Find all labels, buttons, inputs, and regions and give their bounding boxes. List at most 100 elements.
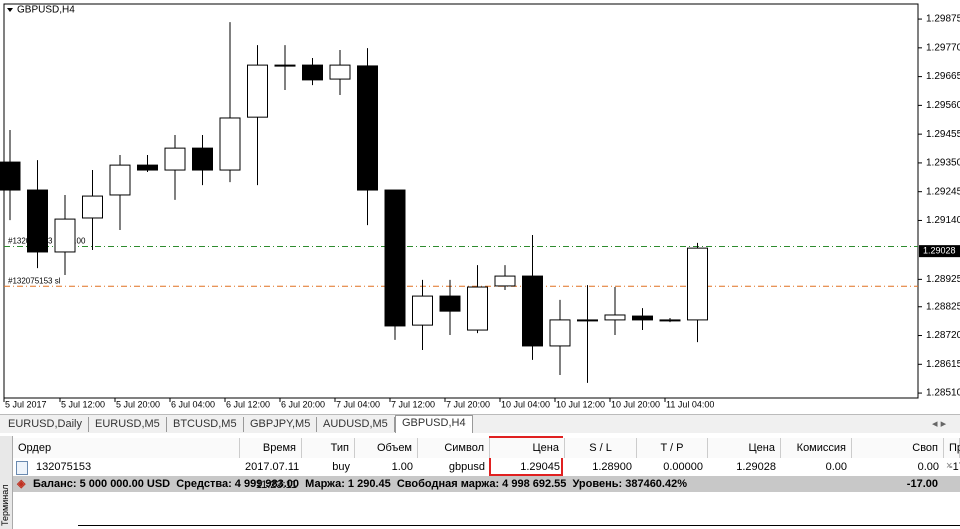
scroll-arrows[interactable]: ◂ ▸ (932, 418, 947, 430)
column-header[interactable]: Комиссия (781, 438, 852, 458)
tab-bar: ◂ ▸ EURUSD,Daily EURUSD,M5 BTCUSD,M5 GBPJPY… (0, 414, 960, 433)
tab[interactable]: GBPJPY,M5 (244, 417, 318, 432)
side-panel: Терминал (0, 436, 13, 529)
column-header[interactable]: Тип (302, 438, 355, 458)
table-cell: 132075153 (36, 461, 92, 473)
x-tick-label: 5 Jul 12:00 (61, 399, 105, 409)
plot-frame (3, 3, 919, 399)
table-cell: gbpusd (448, 461, 485, 473)
y-tick-label: 1.28615 (926, 359, 960, 370)
y-tick-label: 1.28825 (926, 301, 960, 312)
y-tick-label: 1.29770 (926, 42, 960, 53)
candle-body (604, 314, 626, 321)
candle-body (54, 218, 76, 253)
candle-body (302, 64, 323, 81)
table-cell: buy (332, 461, 350, 473)
y-tick-label: 1.28720 (926, 330, 960, 341)
column-header[interactable]: Своп (852, 438, 944, 458)
x-tick-label: 5 Jul 2017 (5, 399, 47, 409)
x-tick-label: 7 Jul 20:00 (446, 399, 490, 409)
balance-icon: ◈ (17, 478, 26, 490)
x-tick-label: 10 Jul 04:00 (501, 399, 550, 409)
column-header[interactable]: Время (240, 438, 302, 458)
y-tick-label: 1.29560 (926, 100, 960, 111)
candle-body (494, 275, 516, 287)
side-label: Терминал (0, 484, 10, 526)
chart: GBPUSD,H4 1.28510 1.28615 1.28720 1.28825 1.… (0, 3, 960, 409)
candle-body (522, 275, 543, 347)
candle-body (0, 161, 21, 191)
candle-body (412, 295, 433, 326)
order-icon (16, 461, 28, 475)
x-tick-label: 11 Jul 04:00 (666, 399, 714, 409)
column-header[interactable]: Объем (355, 438, 418, 458)
candle-body (384, 189, 406, 327)
table-cell: 1.29045 (520, 461, 560, 473)
column-header[interactable]: Прибыль (944, 438, 960, 458)
x-tick-label: 10 Jul 20:00 (611, 399, 660, 409)
level-label: #132075153 sl (8, 276, 61, 285)
table-cell: 1.28900 (592, 461, 632, 473)
candle-body (219, 117, 241, 171)
y-tick-label: 1.29875 (926, 14, 960, 25)
x-tick-label: 6 Jul 12:00 (226, 399, 270, 409)
tab[interactable]: GBPUSD,H4 (395, 415, 473, 433)
column-header[interactable]: Символ (418, 438, 490, 458)
candle-body (274, 64, 296, 67)
table-cell: 0.00000 (663, 461, 703, 473)
candle-body (27, 189, 48, 253)
x-tick-label: 5 Jul 20:00 (116, 399, 160, 409)
column-header[interactable]: Цена (708, 438, 781, 458)
candle-body (577, 319, 598, 322)
x-tick-label: 7 Jul 12:00 (391, 399, 435, 409)
y-tick-label: 1.28925 (926, 274, 960, 285)
candle-body (164, 147, 186, 171)
y-tick-label: 1.28510 (926, 388, 960, 399)
candle-body (687, 247, 708, 321)
candle-body (247, 64, 268, 118)
candle-body (659, 319, 681, 322)
candle-body (109, 164, 131, 196)
x-tick-label: 10 Jul 12:00 (556, 399, 605, 409)
table-cell: 1.00 (391, 461, 413, 473)
table-cell: -17.00 (949, 461, 960, 473)
separator (78, 525, 960, 526)
price-tag (919, 245, 960, 258)
column-header[interactable]: Цена (490, 438, 565, 458)
candle-body (549, 319, 571, 347)
column-header[interactable]: T / P (637, 438, 708, 458)
balance-text: Баланс: 5 000 000.00 USD Средства: 4 999… (33, 478, 688, 490)
price-tag-label: 1.29028 (923, 246, 956, 256)
table-cell: 0.00 (917, 461, 939, 473)
tab[interactable]: EURUSD,Daily (2, 417, 89, 432)
tab[interactable]: EURUSD,M5 (89, 417, 167, 432)
y-tick-label: 1.29350 (926, 158, 960, 169)
table-cell: 2017.07.11 11:23:11 (245, 461, 300, 491)
tab[interactable]: AUDUSD,M5 (317, 417, 395, 432)
y-tick-label: 1.29140 (926, 215, 960, 226)
column-header[interactable]: Ордер (13, 438, 240, 458)
column-header[interactable]: S / L (565, 438, 637, 458)
tab[interactable]: BTCUSD,M5 (167, 417, 244, 432)
x-tick-label: 6 Jul 20:00 (281, 399, 325, 409)
candle-body (632, 315, 653, 321)
x-tick-label: 6 Jul 04:00 (171, 399, 215, 409)
y-tick-label: 1.29245 (926, 186, 960, 197)
x-tick-label: 7 Jul 04:00 (336, 399, 380, 409)
candle-body (192, 147, 213, 171)
balance-profit: -17.00 (906, 478, 938, 490)
y-tick-label: 1.29665 (926, 71, 960, 82)
balance-row: ◈ Баланс: 5 000 000.00 USD Средства: 4 9… (13, 476, 960, 492)
candle-body (467, 286, 488, 331)
menu-arrow[interactable] (7, 8, 13, 12)
table-cell: 1.29028 (736, 461, 776, 473)
candle-body (137, 164, 158, 171)
table-cell: 0.00 (825, 461, 847, 473)
chart-title: GBPUSD,H4 (17, 5, 75, 16)
candle-body (439, 295, 461, 312)
candle-body (357, 65, 378, 191)
candle-body (329, 64, 351, 80)
y-tick-label: 1.29455 (926, 129, 960, 140)
close-button[interactable]: × (946, 460, 953, 472)
